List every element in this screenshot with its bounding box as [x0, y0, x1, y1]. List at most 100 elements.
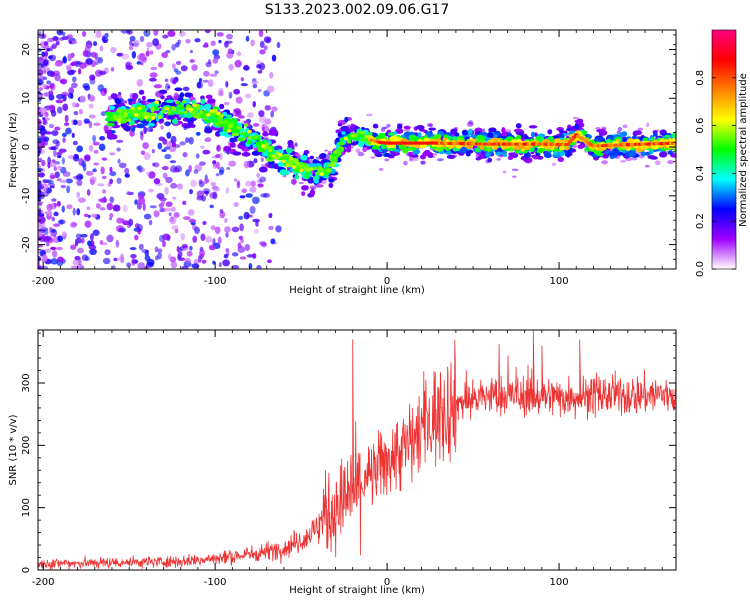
heatmap-cell: [81, 254, 89, 261]
heatmap-cell: [160, 95, 165, 100]
heatmap-cell: [204, 127, 213, 134]
heatmap-cell: [38, 172, 45, 178]
heatmap-cell: [102, 189, 107, 194]
heatmap-cell: [43, 188, 47, 196]
heatmap-cell: [565, 142, 571, 146]
heatmap-cell: [245, 180, 252, 187]
heatmap-cell: [149, 50, 154, 55]
heatmap-cell: [56, 154, 62, 159]
heatmap-cell: [256, 264, 262, 269]
heatmap-cell: [252, 100, 257, 108]
heatmap-cell: [343, 136, 349, 141]
heatmap-cell: [249, 205, 256, 214]
heatmap-cell: [536, 149, 543, 154]
heatmap-cell: [302, 166, 307, 170]
heatmap-cell: [245, 35, 250, 42]
heatmap-cell: [243, 123, 249, 127]
heatmap-cell: [75, 175, 79, 181]
heatmap-cell: [294, 174, 300, 180]
heatmap-cell: [264, 105, 272, 111]
heatmap-cell: [164, 153, 172, 160]
heatmap-cell: [216, 144, 221, 152]
heatmap-cell: [104, 249, 111, 256]
heatmap-cell: [428, 127, 437, 131]
heatmap-cell: [76, 145, 84, 153]
heatmap-cell: [90, 51, 97, 58]
colorbar-tick-label: 0.6: [695, 118, 706, 134]
heatmap-cell: [42, 116, 46, 120]
heatmap-cell: [252, 253, 257, 259]
heatmap-cell: [153, 210, 160, 218]
heatmap-cell: [51, 250, 58, 258]
heatmap-cell: [124, 167, 130, 174]
x-tick-label: -200: [32, 276, 55, 287]
heatmap-cell: [49, 83, 55, 89]
heatmap-cell: [54, 126, 61, 131]
heatmap-cell: [247, 129, 252, 134]
heatmap-cell: [330, 157, 337, 163]
heatmap-cell: [148, 171, 156, 179]
heatmap-cell: [238, 115, 245, 119]
heatmap-cell: [72, 76, 77, 83]
heatmap-cell: [246, 112, 255, 118]
heatmap-cell: [654, 160, 661, 165]
heatmap-cell: [180, 65, 188, 72]
heatmap-cell: [189, 49, 193, 54]
heatmap-cell: [99, 136, 106, 141]
heatmap-cell: [57, 165, 62, 170]
heatmap-cell: [69, 69, 77, 74]
heatmap-cell: [557, 139, 565, 144]
heatmap-cell: [66, 185, 71, 194]
heatmap-cell: [158, 62, 164, 68]
heatmap-cell: [384, 158, 390, 162]
heatmap-cell: [56, 151, 63, 155]
heatmap-cell: [257, 70, 263, 74]
snr-series-line: [38, 330, 676, 570]
heatmap-cell: [153, 30, 159, 36]
heatmap-cell: [111, 265, 116, 269]
heatmap-cell: [109, 217, 113, 221]
heatmap-cell: [147, 115, 152, 119]
heatmap-cell: [106, 234, 114, 243]
heatmap-cell: [667, 150, 674, 155]
heatmap-cell: [333, 150, 338, 154]
heatmap-cell: [174, 228, 179, 234]
heatmap-cell: [260, 157, 265, 162]
heatmap-cell: [154, 100, 159, 104]
heatmap-cell: [171, 106, 177, 110]
heatmap-cell: [38, 168, 43, 172]
heatmap-cell: [271, 54, 277, 62]
colorbar-gradient: [712, 30, 736, 269]
heatmap-cell: [68, 40, 73, 45]
colorbar-tick-label: 0.2: [695, 213, 706, 229]
heatmap-cell: [102, 36, 109, 43]
heatmap-cell: [198, 254, 202, 263]
heatmap-cell: [219, 211, 226, 219]
heatmap-cell: [213, 186, 221, 192]
heatmap-cell: [129, 92, 136, 100]
heatmap-cell: [161, 148, 167, 153]
heatmap-cell: [292, 165, 297, 169]
heatmap-cell: [50, 246, 56, 251]
heatmap-cell: [198, 161, 206, 166]
heatmap-cell: [564, 145, 570, 151]
heatmap-cell: [55, 246, 63, 251]
heatmap-cell: [671, 132, 676, 139]
heatmap-cell: [419, 154, 427, 160]
heatmap-cell: [109, 166, 113, 173]
heatmap-cell: [214, 226, 221, 235]
heatmap-cell: [99, 197, 108, 204]
heatmap-cell: [252, 218, 260, 223]
heatmap-cell: [225, 80, 229, 88]
heatmap-cell: [263, 192, 271, 198]
x-tick-label: 0: [384, 577, 390, 588]
y-tick-label: -20: [21, 236, 32, 252]
heatmap-cell: [435, 146, 444, 152]
heatmap-cell: [224, 101, 230, 106]
heatmap-cell: [417, 132, 422, 138]
heatmap-cell: [185, 38, 191, 44]
heatmap-cell: [38, 57, 44, 64]
heatmap-cell: [137, 196, 146, 205]
heatmap-cell: [44, 111, 49, 118]
heatmap-cell: [264, 142, 269, 146]
